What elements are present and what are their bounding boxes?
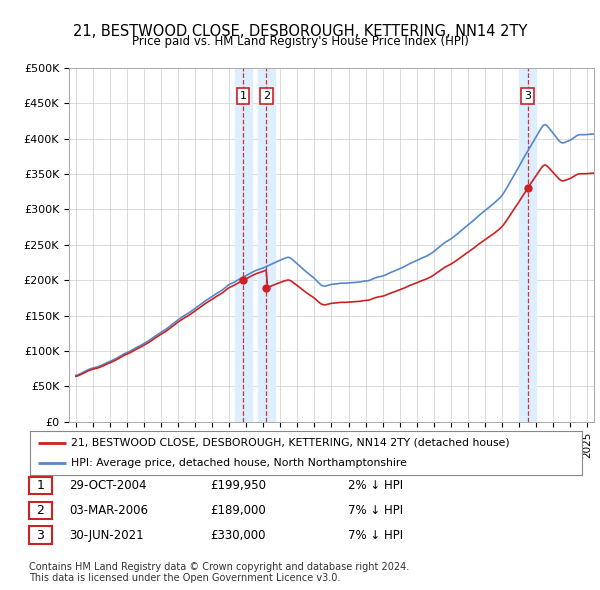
Text: 7% ↓ HPI: 7% ↓ HPI (348, 504, 403, 517)
Text: 21, BESTWOOD CLOSE, DESBOROUGH, KETTERING, NN14 2TY (detached house): 21, BESTWOOD CLOSE, DESBOROUGH, KETTERIN… (71, 438, 510, 448)
Text: 1: 1 (240, 91, 247, 101)
Text: 21, BESTWOOD CLOSE, DESBOROUGH, KETTERING, NN14 2TY: 21, BESTWOOD CLOSE, DESBOROUGH, KETTERIN… (73, 24, 527, 38)
Text: 2: 2 (36, 504, 44, 517)
Text: 2% ↓ HPI: 2% ↓ HPI (348, 479, 403, 492)
Text: 03-MAR-2006: 03-MAR-2006 (69, 504, 148, 517)
Text: HPI: Average price, detached house, North Northamptonshire: HPI: Average price, detached house, Nort… (71, 458, 407, 468)
Text: 7% ↓ HPI: 7% ↓ HPI (348, 529, 403, 542)
Text: 3: 3 (524, 91, 531, 101)
Text: This data is licensed under the Open Government Licence v3.0.: This data is licensed under the Open Gov… (29, 573, 340, 583)
Bar (257, 68, 275, 422)
Text: 29-OCT-2004: 29-OCT-2004 (69, 479, 146, 492)
Text: 30-JUN-2021: 30-JUN-2021 (69, 529, 143, 542)
Text: 3: 3 (36, 529, 44, 542)
Text: £330,000: £330,000 (210, 529, 265, 542)
Text: Price paid vs. HM Land Registry's House Price Index (HPI): Price paid vs. HM Land Registry's House … (131, 35, 469, 48)
Text: Contains HM Land Registry data © Crown copyright and database right 2024.: Contains HM Land Registry data © Crown c… (29, 562, 409, 572)
Text: 1: 1 (36, 479, 44, 492)
Bar (235, 68, 252, 422)
Text: 2: 2 (263, 91, 270, 101)
Bar (519, 68, 536, 422)
Text: £189,000: £189,000 (210, 504, 266, 517)
Text: £199,950: £199,950 (210, 479, 266, 492)
